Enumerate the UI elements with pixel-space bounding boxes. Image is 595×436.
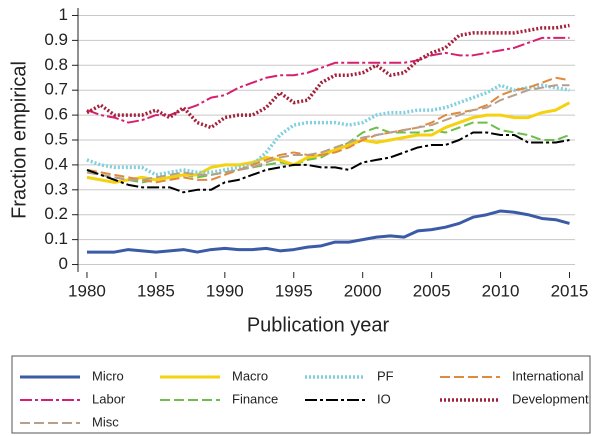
- legend-label: Labor: [92, 391, 126, 406]
- series-line: [86, 84, 570, 181]
- series-line: [86, 76, 570, 184]
- x-tick-label: 1990: [206, 281, 244, 300]
- y-tick-label: 0.9: [44, 30, 68, 49]
- x-tick-label: 1980: [68, 281, 106, 300]
- y-tick-label: 0.6: [44, 105, 68, 124]
- x-tick-label: 1995: [275, 281, 313, 300]
- x-tick-label: 2015: [551, 281, 589, 300]
- y-tick-label: 0.2: [44, 204, 68, 223]
- x-tick-label: 2010: [482, 281, 520, 300]
- y-tick-label: 0.8: [44, 55, 68, 74]
- x-axis-title: Publication year: [247, 314, 390, 336]
- legend-label: PF: [377, 368, 394, 383]
- y-axis-title: Fraction empirical: [8, 61, 30, 219]
- series-line: [86, 209, 570, 254]
- y-tick-label: 0.3: [44, 179, 68, 198]
- legend-label: Finance: [232, 391, 278, 406]
- legend-label: Micro: [92, 368, 124, 383]
- y-tick-label: 1: [59, 5, 68, 24]
- series-line: [86, 36, 570, 124]
- x-tick-label: 2000: [344, 281, 382, 300]
- legend-label: Misc: [92, 414, 119, 429]
- x-tick-label: 2005: [413, 281, 451, 300]
- legend-label: Development: [512, 391, 589, 406]
- series-line: [86, 23, 570, 130]
- legend-label: Macro: [232, 368, 268, 383]
- series-line: [86, 131, 570, 194]
- y-tick-label: 0: [59, 254, 68, 273]
- y-tick-label: 0.4: [44, 154, 68, 173]
- series-line: [86, 101, 571, 184]
- legend-label: IO: [377, 391, 391, 406]
- x-tick-label: 1985: [137, 281, 175, 300]
- legend-label: International: [512, 368, 584, 383]
- legend-box: [11, 355, 591, 434]
- series-line: [86, 83, 570, 177]
- y-tick-label: 0.7: [44, 80, 68, 99]
- y-tick-label: 0.5: [44, 129, 68, 148]
- y-tick-label: 0.1: [44, 229, 68, 248]
